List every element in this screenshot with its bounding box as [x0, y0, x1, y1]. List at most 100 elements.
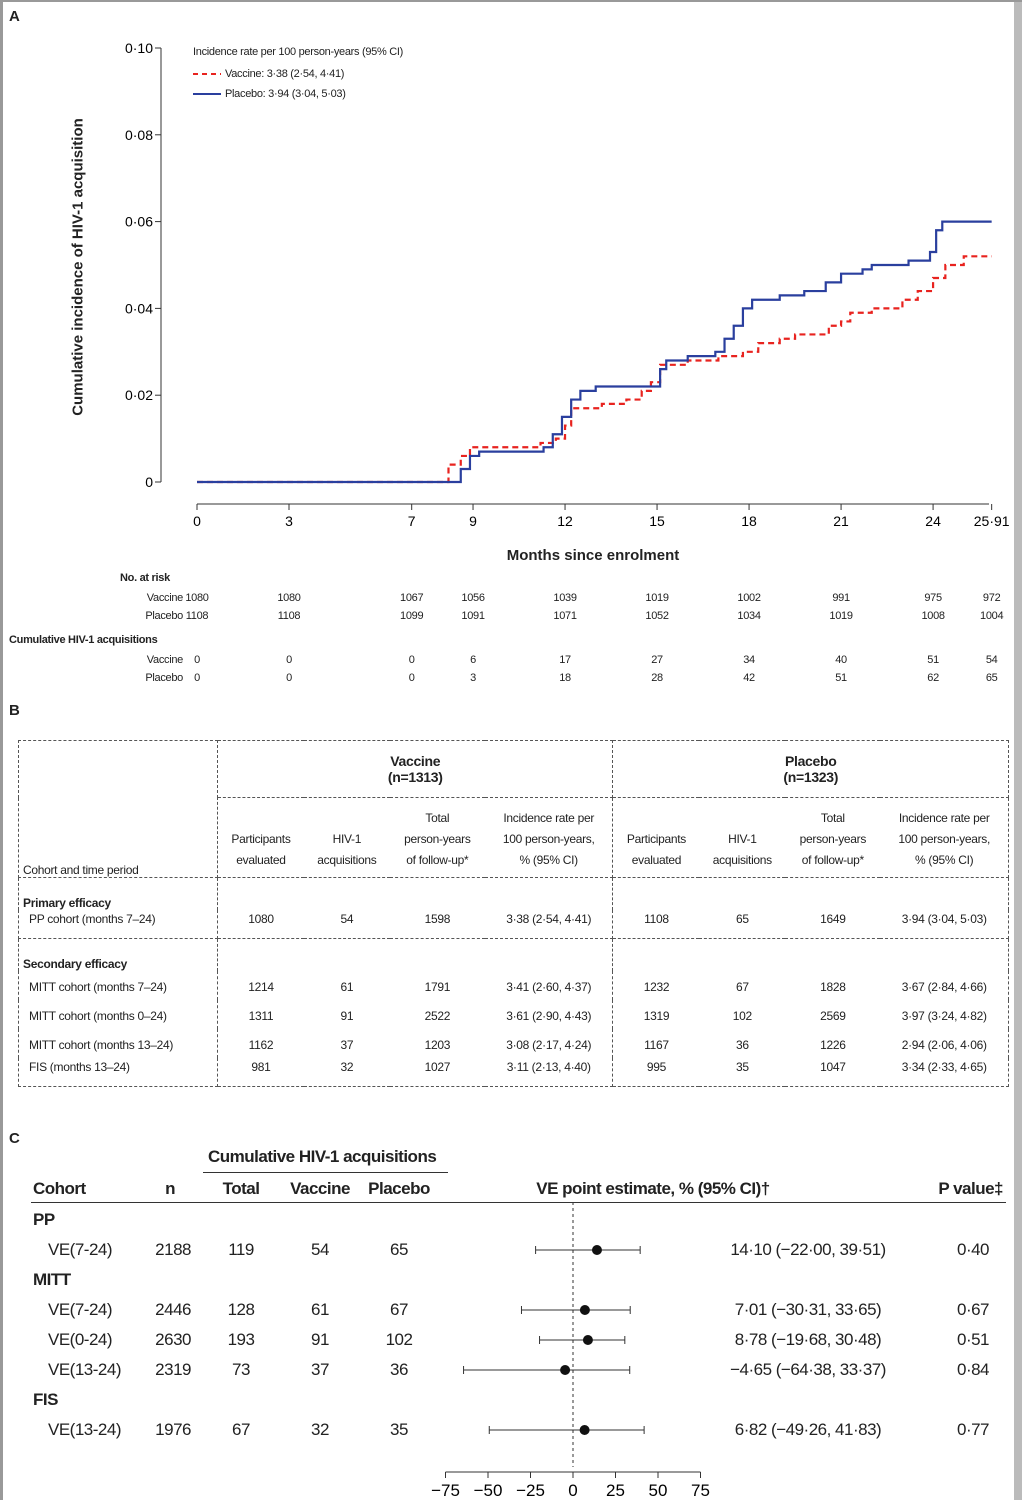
- cell-placebo: 65: [390, 1240, 408, 1259]
- km-plot: 0 0·02 0·04 0·06 0·08 0·10 0 3 7 9 12 15 18 21 24 25·91: [125, 40, 1010, 529]
- point-estimate: [582, 1335, 593, 1345]
- cell-n: 2319: [155, 1360, 191, 1379]
- column-header: n: [165, 1179, 175, 1198]
- table-cell: 1791: [424, 979, 451, 994]
- table-cell: 1598: [389, 909, 485, 939]
- column-header: Vaccine: [290, 1179, 350, 1198]
- legend-vaccine: Vaccine: 3·38 (2·54, 4·41): [225, 68, 345, 80]
- table-cell: 1167: [644, 1037, 669, 1052]
- subheader: Participants evaluated: [217, 797, 304, 878]
- risk-value: 1080: [185, 592, 209, 604]
- cum-title: Cumulative HIV-1 acquisitions: [9, 634, 158, 646]
- y-tick-label: 0·02: [125, 387, 153, 403]
- table-cell: 1047: [785, 1057, 881, 1087]
- risk-value: 0: [194, 672, 200, 684]
- subheader-line: Incidence rate per: [898, 811, 990, 825]
- risk-value: 0: [408, 654, 415, 666]
- subheader-line: of follow-up*: [801, 853, 864, 867]
- risk-value: 54: [985, 654, 998, 666]
- risk-value: 18: [559, 672, 571, 684]
- forest-point: [539, 1335, 626, 1345]
- cell-p: 0·77: [956, 1420, 990, 1439]
- legend-title: Incidence rate per 100 person-years (95%…: [193, 46, 403, 58]
- forest-point: [463, 1365, 631, 1375]
- table-cell: 1828: [820, 979, 846, 994]
- cell-p: 0·40: [956, 1240, 990, 1259]
- x-tick-label: 12: [557, 513, 573, 529]
- scrollbar[interactable]: [1014, 2, 1022, 1500]
- risk-value: 1091: [461, 610, 485, 622]
- cohort-group: MITT: [33, 1270, 71, 1289]
- table-cell: 1226: [820, 1037, 846, 1052]
- subheader-line: HIV-1: [728, 832, 757, 846]
- table-cell: 981: [217, 1057, 304, 1087]
- cell-p: 0·67: [956, 1300, 990, 1319]
- risk-value: 40: [835, 654, 847, 666]
- cell-ci: 14·10 (−22·00, 39·51): [730, 1240, 886, 1259]
- table-cell: 3·34 (2·33, 4·65): [880, 1057, 1010, 1087]
- risk-value: 1002: [737, 592, 761, 604]
- subheader-line: Participants: [626, 832, 687, 846]
- risk-value: 1071: [553, 610, 577, 622]
- risk-value: 62: [927, 672, 939, 684]
- risk-title: No. at risk: [120, 572, 170, 584]
- cell-placebo: 67: [390, 1300, 408, 1319]
- subheader-line: Total: [820, 811, 845, 825]
- subheader-line: % (95% CI): [519, 853, 579, 867]
- cell-vaccine: 54: [311, 1240, 329, 1259]
- column-header: Placebo: [368, 1179, 430, 1198]
- row-label: MITT cohort (months 13–24): [18, 1028, 218, 1058]
- cell-vaccine: 91: [311, 1330, 329, 1349]
- cell-placebo: 102: [385, 1330, 413, 1349]
- forest-plot: −75 −50 −25 0 25 50 75: [431, 1202, 710, 1500]
- row-label: MITT cohort (months 7–24): [18, 970, 218, 1000]
- table-cell: 91: [340, 1008, 354, 1023]
- table-cell: 67: [735, 979, 749, 994]
- cohort-group: FIS: [33, 1390, 58, 1409]
- table-cell: 32: [303, 1057, 390, 1087]
- group-name: Vaccine: [390, 753, 441, 769]
- table-cell: 3·61 (2·90, 4·43): [484, 999, 614, 1029]
- table-cell: 35: [699, 1057, 786, 1087]
- table-cell: 1162: [248, 1037, 274, 1052]
- table-cell: 2522: [424, 1008, 451, 1023]
- table-cell: 2569: [820, 1008, 846, 1023]
- column-header: Total: [222, 1179, 260, 1198]
- subheader: Incidence rate per 100 person-years, % (95…: [880, 797, 1010, 878]
- forest-tick-label: 0: [568, 1481, 577, 1500]
- section-title: Secondary efficacy: [18, 938, 218, 971]
- cell-total: 67: [232, 1420, 250, 1439]
- y-tick-label: 0·08: [125, 127, 153, 143]
- cell-total: 73: [232, 1360, 250, 1379]
- table-cell: 102: [732, 1008, 752, 1023]
- subheader: Total person-years of follow-up*: [785, 797, 881, 878]
- risk-value: 1004: [980, 610, 1004, 622]
- forest-tick-label: 75: [691, 1481, 710, 1500]
- y-tick-label: 0: [145, 474, 153, 490]
- table-cell: 3·11 (2·13, 4·40): [484, 1057, 614, 1087]
- risk-value: 3: [470, 672, 476, 684]
- cell-p: 0·84: [956, 1360, 990, 1379]
- subheader: Incidence rate per 100 person-years, % (95…: [484, 797, 614, 878]
- risk-value: 42: [743, 672, 755, 684]
- row-label: Vaccine: [146, 592, 184, 604]
- point-estimate: [579, 1305, 590, 1315]
- cell-vaccine: 61: [311, 1300, 329, 1319]
- y-tick-label: 0·04: [125, 300, 153, 316]
- risk-value: 0: [194, 654, 200, 666]
- cell-n: 2446: [155, 1300, 191, 1319]
- table-cell: 1080: [217, 909, 304, 939]
- risk-value: 1108: [185, 610, 209, 622]
- placebo-curve: [197, 220, 992, 484]
- cell-total: 193: [227, 1330, 255, 1349]
- table-cell: 61: [340, 979, 354, 994]
- risk-value: 975: [924, 592, 942, 604]
- table-cell: 1214: [248, 979, 274, 994]
- table-cell: 1027: [389, 1057, 485, 1087]
- risk-value: 1034: [737, 610, 761, 622]
- table-cell: 3·67 (2·84, 4·66): [880, 970, 1010, 1000]
- panel-c-label: C: [9, 1130, 20, 1147]
- efficacy-table: Cohort and time period Vaccine (n=1313) Pla…: [18, 740, 1010, 1087]
- subheader: HIV-1 acquisitions: [303, 797, 390, 878]
